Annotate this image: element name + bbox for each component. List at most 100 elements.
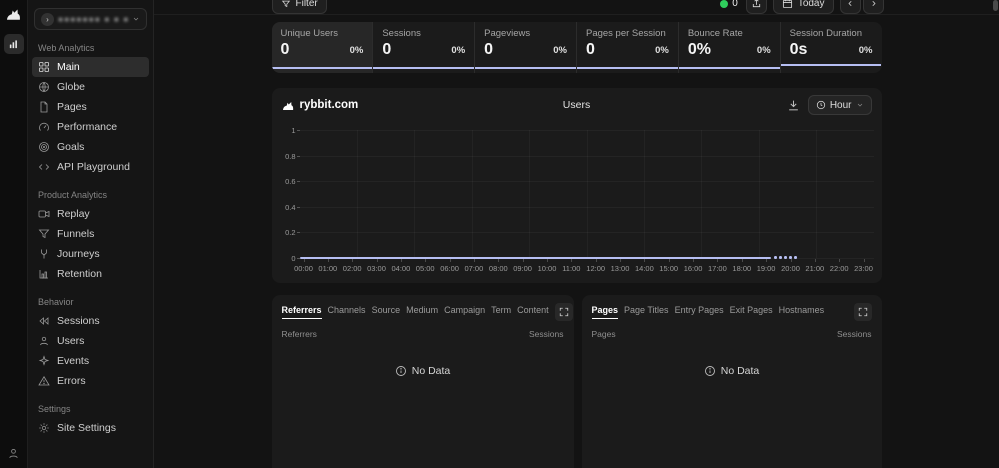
sidebar-item-pages[interactable]: Pages xyxy=(32,97,149,117)
funnel-icon xyxy=(38,228,50,240)
sidebar-item-goals[interactable]: Goals xyxy=(32,137,149,157)
account-user-icon[interactable] xyxy=(7,447,20,460)
sidebar-item-label: Site Settings xyxy=(57,422,116,434)
globe-icon xyxy=(38,81,50,93)
sidebar-item-label: API Playground xyxy=(57,161,130,173)
tab-hostnames[interactable]: Hostnames xyxy=(778,305,825,315)
user-icon xyxy=(38,335,50,347)
info-icon xyxy=(704,365,716,377)
scrollbar-thumb[interactable] xyxy=(993,0,998,11)
interval-select[interactable]: Hour xyxy=(807,95,872,115)
tab-content[interactable]: Content xyxy=(517,305,549,315)
stat-change: 0% xyxy=(553,44,567,56)
sidebar-item-label: Globe xyxy=(57,81,86,93)
sidebar-item-label: Events xyxy=(57,355,90,367)
tab-campaign[interactable]: Campaign xyxy=(444,305,486,315)
sidebar-item-globe[interactable]: Globe xyxy=(32,77,149,97)
stat-sparkline xyxy=(576,67,678,69)
column-header-left: Pages xyxy=(591,329,616,339)
vertical-scrollbar[interactable] xyxy=(992,0,998,468)
sidebar-item-events[interactable]: Events xyxy=(32,351,149,371)
tab-medium[interactable]: Medium xyxy=(406,305,439,315)
date-range-button[interactable]: Today xyxy=(772,0,834,14)
sidebar-item-api-playground[interactable]: API Playground xyxy=(32,157,149,177)
sidebar-item-site-settings[interactable]: Site Settings xyxy=(32,418,149,438)
stat-card-pages-per-session[interactable]: Pages per Session 0 0% xyxy=(576,22,679,73)
date-range-label: Today xyxy=(797,0,825,9)
share-button[interactable] xyxy=(745,0,767,14)
sidebar-item-sessions[interactable]: Sessions xyxy=(32,311,149,331)
column-header-right: Sessions xyxy=(837,329,872,339)
rybbit-logo xyxy=(282,100,295,111)
sidebar-item-performance[interactable]: Performance xyxy=(32,117,149,137)
tab-page-titles[interactable]: Page Titles xyxy=(624,305,669,315)
rybbit-logo[interactable] xyxy=(6,7,22,21)
tab-channels[interactable]: Channels xyxy=(327,305,366,315)
no-data-message: No Data xyxy=(282,365,564,377)
stat-sparkline xyxy=(780,64,882,66)
expand-button[interactable] xyxy=(853,303,872,321)
next-period-button[interactable] xyxy=(862,0,884,14)
branch-icon xyxy=(38,248,50,260)
stat-value: 0% xyxy=(687,41,711,58)
stat-label: Session Duration xyxy=(789,28,862,39)
calendar-icon xyxy=(782,0,793,9)
retention-chart-icon xyxy=(38,268,50,280)
interval-label: Hour xyxy=(829,99,852,111)
sidebar-item-errors[interactable]: Errors xyxy=(32,371,149,391)
sidebar-item-label: Errors xyxy=(57,375,86,387)
filter-button[interactable]: Filter xyxy=(271,0,327,14)
sidebar-item-replay[interactable]: Replay xyxy=(32,204,149,224)
live-visitors-indicator: 0 xyxy=(720,0,738,9)
sidebar-item-journeys[interactable]: Journeys xyxy=(32,244,149,264)
warning-triangle-icon xyxy=(38,375,50,387)
stats-row: Unique Users 0 0% Sessions 0 0% Pageviews … xyxy=(271,22,882,73)
sidebar-item-label: Retention xyxy=(57,268,102,280)
tab-entry-pages[interactable]: Entry Pages xyxy=(674,305,724,315)
stat-card-pageviews[interactable]: Pageviews 0 0% xyxy=(475,22,577,73)
stat-value: 0 xyxy=(382,41,392,58)
stat-value: 0 xyxy=(484,41,494,58)
referrers-panel: Referrers Channels Source Medium Campaig… xyxy=(271,295,574,468)
section-settings: Settings xyxy=(38,404,71,414)
stat-change: 0% xyxy=(655,44,669,56)
expand-icon xyxy=(858,307,868,317)
sidebar-item-main[interactable]: Main xyxy=(32,57,149,77)
expand-button[interactable] xyxy=(554,303,573,321)
stat-card-unique-users[interactable]: Unique Users 0 0% xyxy=(271,22,374,73)
stat-value: 0 xyxy=(585,41,595,58)
icon-rail xyxy=(0,0,28,468)
tab-source[interactable]: Source xyxy=(371,305,401,315)
sidebar-item-label: Performance xyxy=(57,121,118,133)
stat-sparkline xyxy=(373,67,475,69)
sidebar-item-retention[interactable]: Retention xyxy=(32,264,149,284)
stat-card-session-duration[interactable]: Session Duration 0s 0% xyxy=(780,22,882,73)
no-data-message: No Data xyxy=(592,365,872,377)
stat-sparkline xyxy=(271,67,373,69)
web-analytics-rail-button[interactable] xyxy=(3,34,24,54)
sidebar-item-label: Main xyxy=(57,61,80,73)
info-icon xyxy=(395,365,407,377)
stat-card-sessions[interactable]: Sessions 0 0% xyxy=(373,22,476,73)
site-selector[interactable]: › ●●●●●●● ● ● ● xyxy=(34,8,147,30)
sidebar-item-users[interactable]: Users xyxy=(32,331,149,351)
stat-value: 0 xyxy=(280,41,290,58)
previous-period-button[interactable] xyxy=(839,0,861,14)
referrers-tab-row: Referrers Channels Source Medium Campaig… xyxy=(281,303,573,321)
filter-icon xyxy=(281,0,291,9)
gear-icon xyxy=(38,422,50,434)
tab-term[interactable]: Term xyxy=(491,305,512,315)
download-icon[interactable] xyxy=(787,99,800,112)
rewind-icon xyxy=(38,315,50,327)
tab-exit-pages[interactable]: Exit Pages xyxy=(729,305,773,315)
stat-label: Pageviews xyxy=(484,28,531,39)
sidebar-item-label: Replay xyxy=(57,208,90,220)
stat-card-bounce-rate[interactable]: Bounce Rate 0% 0% xyxy=(678,22,781,73)
tab-pages[interactable]: Pages xyxy=(591,305,618,319)
sidebar: › ●●●●●●● ● ● ● Web Analytics Main Globe… xyxy=(28,0,154,468)
file-icon xyxy=(38,101,50,113)
tab-referrers[interactable]: Referrers xyxy=(281,305,322,319)
sidebar-item-funnels[interactable]: Funnels xyxy=(32,224,149,244)
gauge-icon xyxy=(38,121,50,133)
stat-sparkline xyxy=(475,67,576,69)
